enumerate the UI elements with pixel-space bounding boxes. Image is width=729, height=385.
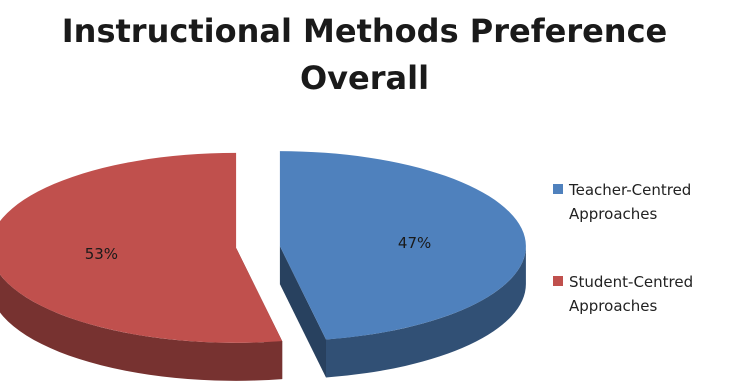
chart-title: Instructional Methods Preference Overall: [61, 12, 668, 97]
legend-item-student-centred: Student-Centred Approaches: [553, 270, 729, 318]
legend: Teacher-Centred Approaches Student-Centr…: [553, 178, 729, 362]
pie-slice-edge-teacher-centred: [279, 246, 326, 378]
legend-label-teacher-centred: Teacher-Centred Approaches: [569, 181, 692, 223]
legend-swatch-teacher-centred: [553, 184, 563, 194]
pie-slice-teacher-centred: [279, 151, 526, 340]
legend-swatch-student-centred: [553, 276, 563, 286]
legend-label-student-centred: Student-Centred Approaches: [569, 273, 694, 315]
pie-slice-student-centred: [0, 152, 283, 343]
data-label-teacher-centred: 47%: [398, 234, 431, 252]
pie-slice-rim-teacher-centred: [325, 246, 526, 378]
data-label-student-centred: 53%: [85, 245, 118, 263]
pie-slice-rim-student-centred: [0, 274, 283, 381]
legend-item-teacher-centred: Teacher-Centred Approaches: [553, 178, 729, 226]
